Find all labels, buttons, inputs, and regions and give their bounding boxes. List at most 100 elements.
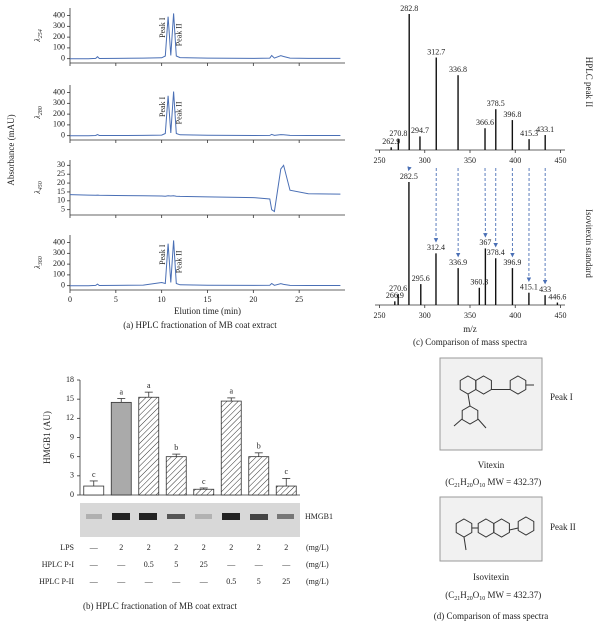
formula-sub: 10	[479, 483, 485, 489]
formula-part: H	[460, 590, 467, 600]
peak-label: 433	[539, 285, 551, 294]
cell: 2	[257, 543, 261, 552]
formula-part: H	[460, 477, 467, 487]
peak-label: 360.3	[470, 278, 488, 287]
peak-label: 295.6	[412, 274, 430, 283]
y-tick-label: 300	[53, 21, 65, 30]
chromatogram	[70, 91, 341, 137]
unit: (mg/L)	[306, 560, 329, 569]
peak-label: 270.6	[389, 284, 407, 293]
caption: (a) HPLC fractionation of MB coat extrac…	[123, 320, 277, 330]
row-label: HPLC P-II	[39, 577, 74, 586]
x-tick-label: 250	[374, 156, 386, 165]
formula-sub: 20	[467, 483, 473, 489]
y-tick-label: 3	[70, 471, 74, 480]
cell: 2	[174, 543, 178, 552]
peak-label: 294.7	[411, 126, 429, 135]
y-tick-label: 20	[57, 178, 65, 187]
x-tick-label: 25	[295, 295, 303, 304]
peak-label: 378.4	[487, 248, 505, 257]
y-axis-label: λ450	[33, 181, 45, 194]
formula: (C21H20O10 MW = 432.37)	[434, 477, 548, 489]
peak-label: 312.4	[427, 243, 445, 252]
y-tick-label: 300	[53, 98, 65, 107]
cell: —	[171, 577, 181, 586]
peak-label: 270.8	[389, 129, 407, 138]
cell: 2	[119, 543, 123, 552]
bar	[110, 401, 132, 496]
y-tick-label: 200	[53, 259, 65, 268]
peak-label: Peak I	[158, 244, 167, 265]
y-axis-subscript: 360	[38, 256, 44, 266]
formula-part: MW = 432.37)	[485, 477, 541, 487]
cell: 2	[229, 543, 233, 552]
cell: 5	[174, 560, 178, 569]
y-tick-label: 0	[70, 490, 74, 499]
peak-label: 378.5	[487, 99, 505, 108]
y-tick-label: 100	[53, 120, 65, 129]
structure-name: Vitexin	[478, 460, 505, 470]
y-tick-label: 200	[53, 109, 65, 118]
y-axis-subscript: 254	[37, 29, 44, 38]
significance-letter: a	[119, 387, 123, 396]
peak-label: 336.9	[449, 258, 467, 267]
peak-label: 367	[479, 238, 491, 247]
bar	[275, 485, 297, 496]
cell: 2	[202, 543, 206, 552]
caption: (b) HPLC fractionation of MB coat extrac…	[83, 601, 237, 611]
cell: 0.5	[144, 560, 154, 569]
y-tick-label: 9	[70, 432, 74, 441]
x-tick-label: 20	[249, 295, 257, 304]
y-tick-label: 300	[53, 248, 65, 257]
y-axis-subscript: 450	[37, 181, 44, 190]
x-tick-label: 450	[554, 156, 566, 165]
y-axis-label: λ360	[33, 256, 45, 269]
blot-label: HMGB1	[305, 512, 333, 521]
bar	[220, 400, 242, 496]
cell: 5	[257, 577, 261, 586]
y-axis-symbol: λ	[33, 190, 42, 195]
cell: —	[144, 577, 154, 586]
cell: —	[89, 543, 99, 552]
row-label: LPS	[60, 543, 74, 552]
y-axis-label: λ280	[33, 106, 45, 119]
significance-letter: b	[257, 442, 261, 451]
cell: —	[116, 577, 126, 586]
bar	[165, 456, 187, 496]
y-tick-label: 30	[57, 160, 65, 169]
caption: (d) Comparison of mass spectra	[434, 611, 548, 621]
x-axis-title: m/z	[463, 324, 477, 334]
peak-label: Peak II	[174, 250, 183, 273]
significance-letter: c	[202, 477, 206, 486]
cell: —	[199, 577, 209, 586]
cell: —	[116, 560, 126, 569]
y-tick-label: 0	[61, 54, 65, 63]
x-axis-title: Elution time (min)	[174, 306, 241, 316]
peak-label: Peak II	[174, 23, 183, 46]
row-label: HPLC P-I	[42, 560, 75, 569]
y-axis-symbol: λ	[33, 265, 42, 270]
x-tick-label: 250	[374, 311, 386, 320]
significance-letter: c	[284, 467, 288, 476]
chromatogram	[70, 240, 341, 287]
x-tick-label: 400	[509, 311, 521, 320]
x-tick-label: 15	[204, 295, 212, 304]
unit: (mg/L)	[306, 543, 329, 552]
peak-label: 366.6	[476, 118, 494, 127]
chromatogram	[70, 13, 341, 60]
x-tick-label: 400	[509, 156, 521, 165]
y-tick-label: 12	[66, 413, 74, 422]
y-axis-symbol: λ	[33, 115, 42, 120]
x-tick-label: 10	[158, 295, 166, 304]
caption: (c) Comparison of mass spectra	[413, 337, 527, 347]
peak-label: 262.9	[382, 137, 400, 146]
peak-label: Peak II	[174, 101, 183, 124]
cell: 2	[147, 543, 151, 552]
formula-part: (C	[445, 590, 454, 600]
cell: —	[89, 560, 99, 569]
structure-peak: Peak I	[550, 392, 573, 402]
y-tick-label: 0	[61, 131, 65, 140]
y-tick-label: 6	[70, 451, 74, 460]
x-tick-label: 450	[554, 311, 566, 320]
formula-part: MW = 432.37)	[485, 590, 541, 600]
